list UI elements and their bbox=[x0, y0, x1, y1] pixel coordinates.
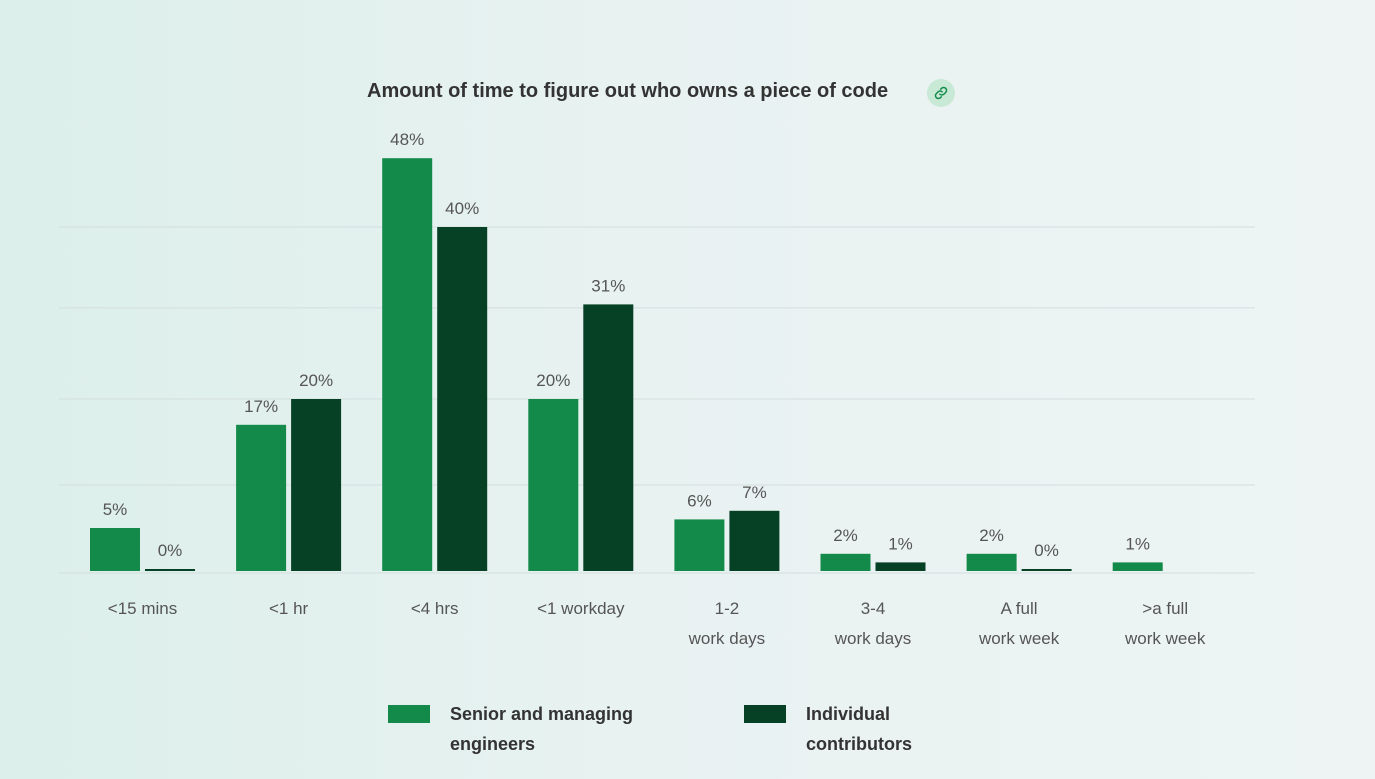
bar-senior bbox=[1112, 562, 1163, 571]
bar-senior bbox=[966, 553, 1017, 571]
data-label: 2% bbox=[833, 526, 858, 545]
data-label: 31% bbox=[591, 276, 625, 295]
x-tick-label: <1 hr bbox=[269, 599, 309, 618]
bar-individual bbox=[875, 562, 926, 571]
legend-label-individual: Individual contributors bbox=[806, 699, 1006, 759]
bar-senior bbox=[90, 528, 140, 571]
x-tick-label: work week bbox=[1124, 629, 1206, 648]
bar-individual bbox=[1021, 569, 1072, 571]
x-axis-labels: <15 mins <1 hr <4 hrs <1 workday 1-2 work day… bbox=[108, 599, 1206, 648]
bar-senior bbox=[236, 424, 287, 571]
data-label: 5% bbox=[103, 500, 128, 519]
bar-senior bbox=[382, 158, 433, 571]
data-label: 48% bbox=[390, 130, 424, 149]
x-tick-label: >a full bbox=[1142, 599, 1188, 618]
bar-individual bbox=[291, 399, 342, 571]
data-label: 17% bbox=[244, 397, 278, 416]
legend-item-individual: Individual contributors bbox=[744, 703, 1006, 759]
value-labels: 5% 0% 17% 20% 48% 40% 20% 31% 6% 7% 2% 1% 2% 0% 1% bbox=[103, 130, 1150, 560]
x-tick-label: <15 mins bbox=[108, 599, 177, 618]
bars bbox=[90, 158, 1163, 571]
legend-label-senior-line2: engineers bbox=[450, 734, 536, 754]
x-tick-label: A full bbox=[1001, 599, 1038, 618]
data-label: 7% bbox=[742, 483, 767, 502]
x-tick-label: <1 workday bbox=[537, 599, 625, 618]
x-tick-label: work week bbox=[978, 629, 1060, 648]
x-tick-label: <4 hrs bbox=[411, 599, 459, 618]
data-label: 2% bbox=[979, 526, 1004, 545]
x-tick-label: work days bbox=[688, 629, 766, 648]
legend-label-individual-line1: Individual bbox=[806, 704, 891, 724]
bar-senior bbox=[674, 519, 725, 571]
copy-link-button[interactable] bbox=[927, 79, 955, 107]
bar-individual bbox=[729, 510, 780, 571]
data-label: 6% bbox=[687, 491, 712, 510]
x-tick-label: work days bbox=[834, 629, 912, 648]
legend-label-senior-line1: Senior and managing bbox=[450, 704, 634, 724]
data-label: 40% bbox=[445, 199, 479, 218]
data-label: 20% bbox=[299, 371, 333, 390]
x-tick-label: 1-2 bbox=[715, 599, 740, 618]
data-label: 20% bbox=[536, 371, 570, 390]
legend: Senior and managing engineers Individual… bbox=[388, 703, 1148, 773]
data-label: 0% bbox=[158, 541, 183, 560]
bar-individual bbox=[437, 227, 488, 571]
data-label: 0% bbox=[1034, 541, 1059, 560]
legend-label-individual-line2: contributors bbox=[806, 734, 912, 754]
bar-individual bbox=[583, 304, 634, 571]
chart-title: Amount of time to figure out who owns a … bbox=[367, 80, 889, 102]
link-icon bbox=[934, 86, 948, 100]
bar-individual bbox=[145, 569, 195, 571]
legend-swatch-individual bbox=[744, 705, 786, 723]
data-label: 1% bbox=[888, 534, 913, 553]
bar-senior bbox=[528, 399, 579, 571]
legend-label-senior: Senior and managing engineers bbox=[450, 699, 650, 759]
x-tick-label: 3-4 bbox=[861, 599, 886, 618]
legend-swatch-senior bbox=[388, 705, 430, 723]
legend-item-senior: Senior and managing engineers bbox=[388, 703, 650, 759]
bar-senior bbox=[820, 553, 871, 571]
data-label: 1% bbox=[1125, 534, 1150, 553]
